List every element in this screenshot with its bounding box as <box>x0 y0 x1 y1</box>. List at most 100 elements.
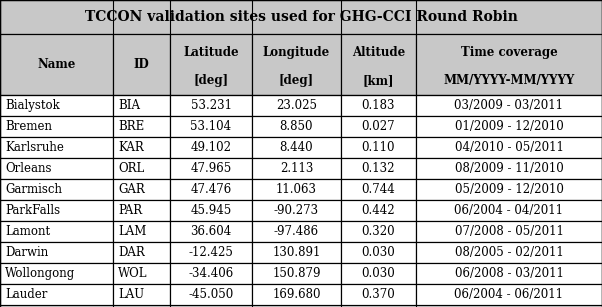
Text: 169.680: 169.680 <box>272 288 321 301</box>
Text: -34.406: -34.406 <box>188 267 234 280</box>
Text: 49.102: 49.102 <box>190 141 232 154</box>
Bar <box>113 116 170 137</box>
Bar <box>341 34 416 95</box>
Bar <box>252 263 341 284</box>
Bar <box>0 137 113 158</box>
Bar <box>416 263 602 284</box>
Text: 0.027: 0.027 <box>362 120 396 133</box>
Bar <box>416 116 602 137</box>
Text: 04/2010 - 05/2011: 04/2010 - 05/2011 <box>455 141 563 154</box>
Text: Longitude: Longitude <box>263 46 330 59</box>
Bar <box>170 284 252 305</box>
Text: Garmisch: Garmisch <box>5 183 62 196</box>
Bar <box>341 263 416 284</box>
Bar <box>170 34 252 95</box>
Bar <box>170 179 252 200</box>
Text: 23.025: 23.025 <box>276 99 317 112</box>
Text: 53.231: 53.231 <box>190 99 232 112</box>
Text: 08/2005 - 02/2011: 08/2005 - 02/2011 <box>455 246 563 259</box>
Bar <box>341 221 416 242</box>
Text: 07/2008 - 05/2011: 07/2008 - 05/2011 <box>455 225 563 238</box>
Text: 06/2004 - 04/2011: 06/2004 - 04/2011 <box>455 204 563 217</box>
Text: 47.476: 47.476 <box>190 183 232 196</box>
Bar <box>0 242 113 263</box>
Bar <box>416 242 602 263</box>
Bar <box>170 242 252 263</box>
Text: [deg]: [deg] <box>193 74 229 87</box>
Text: 8.440: 8.440 <box>280 141 313 154</box>
Text: Latitude: Latitude <box>183 46 239 59</box>
Text: -12.425: -12.425 <box>188 246 234 259</box>
Text: 06/2008 - 03/2011: 06/2008 - 03/2011 <box>455 267 563 280</box>
Text: Bialystok: Bialystok <box>5 99 60 112</box>
Bar <box>113 263 170 284</box>
Text: 2.113: 2.113 <box>280 162 313 175</box>
Bar <box>416 221 602 242</box>
Bar <box>113 95 170 116</box>
Text: 36.604: 36.604 <box>190 225 232 238</box>
Text: 130.891: 130.891 <box>272 246 321 259</box>
Bar <box>416 179 602 200</box>
Bar <box>416 137 602 158</box>
Bar <box>113 34 170 95</box>
Bar <box>0 95 113 116</box>
Bar <box>252 95 341 116</box>
Text: 0.442: 0.442 <box>362 204 396 217</box>
Bar <box>341 179 416 200</box>
Bar <box>341 200 416 221</box>
Text: Bremen: Bremen <box>5 120 52 133</box>
Text: 150.879: 150.879 <box>272 267 321 280</box>
Text: 53.104: 53.104 <box>190 120 232 133</box>
Bar <box>113 221 170 242</box>
Text: Name: Name <box>37 58 76 71</box>
Text: 0.183: 0.183 <box>362 99 396 112</box>
Text: 8.850: 8.850 <box>280 120 313 133</box>
Bar <box>341 95 416 116</box>
Text: 0.030: 0.030 <box>362 246 396 259</box>
Text: Wollongong: Wollongong <box>5 267 75 280</box>
Bar <box>416 158 602 179</box>
Text: Darwin: Darwin <box>5 246 48 259</box>
Text: GAR: GAR <box>118 183 144 196</box>
Text: 08/2009 - 11/2010: 08/2009 - 11/2010 <box>455 162 563 175</box>
Text: LAU: LAU <box>118 288 144 301</box>
Text: TCCON validation sites used for GHG-CCI Round Robin: TCCON validation sites used for GHG-CCI … <box>84 10 518 24</box>
Bar <box>252 179 341 200</box>
Bar <box>416 284 602 305</box>
Bar <box>113 242 170 263</box>
Bar <box>0 263 113 284</box>
Bar <box>170 200 252 221</box>
Bar <box>113 284 170 305</box>
Text: 05/2009 - 12/2010: 05/2009 - 12/2010 <box>455 183 563 196</box>
Text: Lauder: Lauder <box>5 288 48 301</box>
Text: 01/2009 - 12/2010: 01/2009 - 12/2010 <box>455 120 563 133</box>
Text: MM/YYYY-MM/YYYY: MM/YYYY-MM/YYYY <box>444 74 575 87</box>
Bar <box>0 34 113 95</box>
Bar <box>341 116 416 137</box>
Text: ID: ID <box>134 58 149 71</box>
Text: ParkFalls: ParkFalls <box>5 204 60 217</box>
Text: Lamont: Lamont <box>5 225 50 238</box>
Bar <box>416 34 602 95</box>
Bar <box>252 158 341 179</box>
Bar <box>252 284 341 305</box>
Text: -45.050: -45.050 <box>188 288 234 301</box>
Bar <box>0 221 113 242</box>
Text: Altitude: Altitude <box>352 46 405 59</box>
Bar <box>113 179 170 200</box>
Text: 03/2009 - 03/2011: 03/2009 - 03/2011 <box>455 99 563 112</box>
Text: 47.965: 47.965 <box>190 162 232 175</box>
Text: PAR: PAR <box>118 204 142 217</box>
Bar <box>0 179 113 200</box>
Bar <box>0 0 602 34</box>
Text: Time coverage: Time coverage <box>461 46 557 59</box>
Bar <box>416 95 602 116</box>
Text: 0.132: 0.132 <box>362 162 396 175</box>
Bar <box>0 158 113 179</box>
Text: 0.110: 0.110 <box>362 141 396 154</box>
Text: 0.320: 0.320 <box>362 225 396 238</box>
Text: [km]: [km] <box>363 74 394 87</box>
Bar <box>252 34 341 95</box>
Bar <box>170 137 252 158</box>
Text: [deg]: [deg] <box>279 74 314 87</box>
